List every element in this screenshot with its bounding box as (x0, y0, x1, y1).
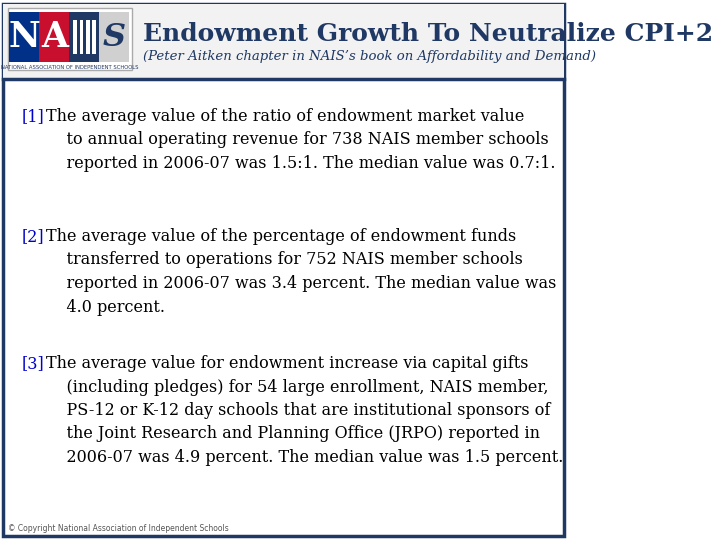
Text: [1]: [1] (22, 108, 45, 125)
FancyBboxPatch shape (79, 20, 84, 54)
Text: The average value for endowment increase via capital gifts
    (including pledge: The average value for endowment increase… (45, 355, 563, 466)
Text: [3]: [3] (22, 355, 45, 372)
Text: S: S (102, 22, 126, 52)
Text: (Peter Aitken chapter in NAIS’s book on Affordability and Demand): (Peter Aitken chapter in NAIS’s book on … (143, 50, 596, 63)
Text: A: A (41, 20, 68, 54)
Text: © Copyright National Association of Independent Schools: © Copyright National Association of Inde… (8, 524, 229, 533)
FancyBboxPatch shape (73, 20, 77, 54)
FancyBboxPatch shape (69, 12, 99, 62)
FancyBboxPatch shape (3, 4, 564, 79)
FancyBboxPatch shape (3, 4, 564, 536)
Text: Endowment Growth To Neutralize CPI+2: Endowment Growth To Neutralize CPI+2 (143, 22, 714, 46)
Text: [2]: [2] (22, 228, 45, 245)
FancyBboxPatch shape (86, 20, 90, 54)
Text: The average value of the ratio of endowment market value
    to annual operating: The average value of the ratio of endowm… (45, 108, 555, 172)
Text: The average value of the percentage of endowment funds
    transferred to operat: The average value of the percentage of e… (45, 228, 556, 315)
FancyBboxPatch shape (99, 12, 129, 62)
FancyBboxPatch shape (9, 12, 40, 62)
FancyBboxPatch shape (40, 12, 69, 62)
Text: N: N (9, 20, 40, 54)
Text: NATIONAL ASSOCIATION OF INDEPENDENT SCHOOLS: NATIONAL ASSOCIATION OF INDEPENDENT SCHO… (1, 65, 139, 70)
FancyBboxPatch shape (92, 20, 96, 54)
FancyBboxPatch shape (8, 8, 132, 70)
